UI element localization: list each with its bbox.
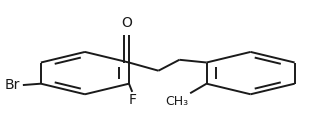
Text: F: F: [128, 93, 136, 107]
Text: O: O: [121, 16, 132, 30]
Text: CH₃: CH₃: [165, 95, 188, 108]
Text: Br: Br: [5, 78, 20, 92]
